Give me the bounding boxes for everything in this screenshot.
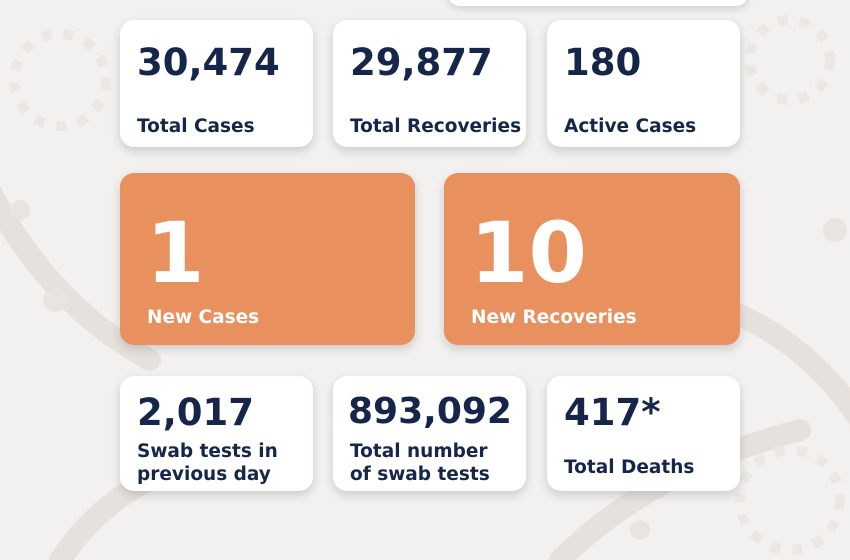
swab-tests-previous-day-value: 2,017 — [137, 391, 255, 434]
new-recoveries-value: 10 — [470, 204, 587, 302]
total-recoveries-card: 29,877 Total Recoveries — [333, 20, 526, 147]
new-recoveries-label: New Recoveries — [471, 307, 637, 328]
swab-tests-previous-day-label: Swab tests in previous day — [137, 441, 278, 485]
total-cases-card: 30,474 Total Cases — [120, 20, 313, 147]
total-swab-tests-label: Total number of swab tests — [350, 441, 490, 485]
top-card-edge — [448, 0, 748, 6]
total-cases-label: Total Cases — [137, 116, 255, 137]
swab-tests-previous-day-card: 2,017 Swab tests in previous day — [120, 376, 313, 491]
new-recoveries-card: 10 New Recoveries — [444, 173, 740, 345]
active-cases-card: 180 Active Cases — [547, 20, 740, 147]
total-recoveries-value: 29,877 — [350, 41, 493, 84]
total-cases-value: 30,474 — [137, 41, 280, 84]
new-cases-card: 1 New Cases — [120, 173, 415, 345]
total-deaths-card: 417* Total Deaths — [547, 376, 740, 491]
total-recoveries-label: Total Recoveries — [350, 116, 522, 137]
total-swab-tests-card: 893,092 Total number of swab tests — [333, 376, 526, 491]
active-cases-value: 180 — [564, 41, 642, 84]
total-deaths-label: Total Deaths — [564, 457, 695, 478]
total-swab-tests-value: 893,092 — [348, 391, 512, 432]
new-cases-label: New Cases — [147, 307, 260, 328]
active-cases-label: Active Cases — [564, 116, 697, 137]
total-deaths-value: 417* — [564, 391, 661, 434]
new-cases-value: 1 — [146, 204, 205, 302]
